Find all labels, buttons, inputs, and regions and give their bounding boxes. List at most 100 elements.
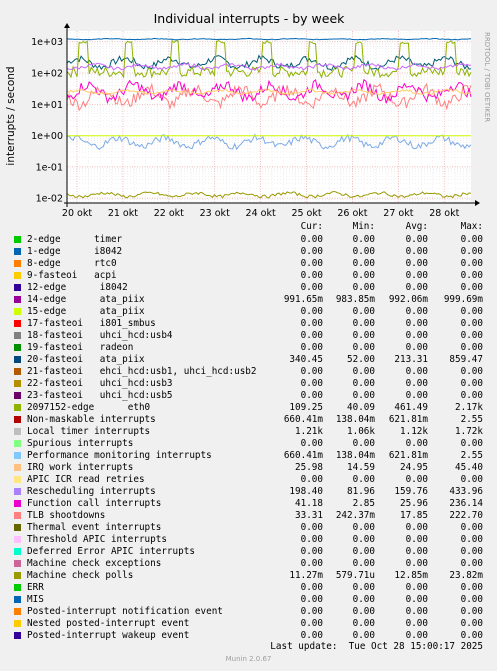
- interrupts-chart: Individual interrupts - by week interrup…: [5, 11, 491, 219]
- legend-cur-value: 109.25: [289, 402, 323, 413]
- legend-min-value: 0.00: [352, 378, 375, 389]
- series-line: [66, 88, 471, 96]
- legend-max-value: 23.82m: [449, 570, 483, 581]
- x-tick-label: 24 okt: [246, 208, 276, 219]
- legend-avg-value: 0.00: [405, 342, 428, 353]
- legend-cur-value: 660.41m: [283, 414, 323, 425]
- legend-max-value: 0.00: [460, 234, 483, 245]
- legend-row: 23-fasteoi uhci_hcd:usb5 0.00 0.00 0.00 0.00: [0, 390, 497, 402]
- header-avg: Avg:: [405, 221, 428, 232]
- header-cur: Cur:: [300, 221, 323, 232]
- legend-avg-value: 0.00: [405, 558, 428, 569]
- legend-swatch: [14, 236, 21, 243]
- legend-name: Threshold APIC interrupts: [27, 534, 167, 545]
- x-axis-arrow: [475, 200, 480, 206]
- y-tick-label: 1e+00: [31, 131, 63, 142]
- legend-max-value: 0.00: [460, 378, 483, 389]
- legend-min-value: 0.00: [352, 546, 375, 557]
- legend-name: Non-maskable interrupts: [27, 414, 156, 425]
- legend-max-value: 0.00: [460, 546, 483, 557]
- y-axis-label: interrupts / second: [5, 66, 17, 165]
- series-line: [66, 54, 472, 72]
- legend-name: 23-fasteoi uhci_hcd:usb5: [27, 390, 173, 401]
- legend-name: Nested posted-interrupt event: [27, 618, 190, 629]
- legend-cur-value: 0.00: [300, 270, 323, 281]
- legend-row: ERR 0.00 0.00 0.00 0.00: [0, 582, 497, 594]
- x-tick-label: 21 okt: [108, 208, 138, 219]
- legend-name: Local timer interrupts: [27, 426, 151, 437]
- legend-max-value: 433.96: [449, 486, 483, 497]
- legend-min-value: 2.85: [352, 498, 375, 509]
- legend-avg-value: 0.00: [405, 330, 428, 341]
- legend-swatch: [14, 356, 21, 363]
- legend-swatch: [14, 368, 21, 375]
- legend-row: 17-fasteoi i801_smbus 0.00 0.00 0.00 0.00: [0, 318, 497, 330]
- legend-avg-value: 24.95: [400, 462, 428, 473]
- legend-max-value: 859.47: [449, 354, 483, 365]
- legend-min-value: 0.00: [352, 318, 375, 329]
- legend-max-value: 0.00: [460, 318, 483, 329]
- legend-min-value: 40.09: [347, 402, 375, 413]
- legend-cur-value: 41.18: [295, 498, 323, 509]
- legend-cur-value: 991.65m: [283, 294, 323, 305]
- legend-row: Function call interrupts 41.18 2.85 25.96 23…: [0, 498, 497, 510]
- legend-swatch: [14, 512, 21, 519]
- legend-row: 15-edge ata_piix 0.00 0.00 0.00 0.00: [0, 306, 497, 318]
- legend-cur-value: 0.00: [300, 234, 323, 245]
- legend-swatch: [14, 344, 21, 351]
- legend-avg-value: 0.00: [405, 522, 428, 533]
- legend-name: Posted-interrupt notification event: [27, 606, 223, 617]
- legend-cur-value: 0.00: [300, 594, 323, 605]
- legend-cur-value: 0.00: [300, 378, 323, 389]
- legend-swatch: [14, 308, 21, 315]
- legend-row: IRQ work interrupts 25.98 14.59 24.95 45.40: [0, 462, 497, 474]
- chart-title: Individual interrupts - by week: [154, 11, 346, 26]
- legend-row: Spurious interrupts 0.00 0.00 0.00 0.00: [0, 438, 497, 450]
- legend-row: Non-maskable interrupts 660.41m 138.04m 621…: [0, 414, 497, 426]
- legend-max-value: 0.00: [460, 342, 483, 353]
- legend-cur-value: 0.00: [300, 342, 323, 353]
- legend-swatch: [14, 416, 21, 423]
- legend-max-value: 2.17k: [455, 402, 483, 413]
- legend-max-value: 0.00: [460, 522, 483, 533]
- legend-avg-value: 461.49: [394, 402, 428, 413]
- legend-swatch: [14, 392, 21, 399]
- y-tick-label: 1e+02: [31, 69, 63, 80]
- legend-cur-value: 0.00: [300, 390, 323, 401]
- legend-swatch: [14, 296, 21, 303]
- legend-row: APIC ICR read retries 0.00 0.00 0.00 0.00: [0, 474, 497, 486]
- legend-min-value: 0.00: [352, 246, 375, 257]
- legend-min-value: 0.00: [352, 438, 375, 449]
- legend-min-value: 0.00: [352, 630, 375, 641]
- legend-min-value: 983.85m: [335, 294, 375, 305]
- legend-max-value: 236.14: [449, 498, 483, 509]
- legend-row: Local timer interrupts 1.21k 1.06k 1.12k 1.7…: [0, 426, 497, 438]
- legend-name: 22-fasteoi uhci_hcd:usb3: [27, 378, 173, 389]
- legend-max-value: 0.00: [460, 606, 483, 617]
- legend-min-value: 579.71u: [335, 570, 375, 581]
- legend-name: 8-edge rtc0: [27, 258, 117, 269]
- y-tick-label: 1e-02: [36, 194, 63, 205]
- legend-avg-value: 0.00: [405, 582, 428, 593]
- legend-swatch: [14, 548, 21, 555]
- legend-swatch: [14, 404, 21, 411]
- legend-name: 18-fasteoi uhci_hcd:usb4: [27, 330, 173, 341]
- legend-avg-value: 0.00: [405, 378, 428, 389]
- legend-swatch: [14, 428, 21, 435]
- x-tick-label: 25 okt: [291, 208, 321, 219]
- legend-max-value: 0.00: [460, 282, 483, 293]
- legend-cur-value: 0.00: [300, 606, 323, 617]
- legend-cur-value: 660.41m: [283, 450, 323, 461]
- legend-cur-value: 0.00: [300, 546, 323, 557]
- x-tick-label: 28 okt: [429, 208, 459, 219]
- legend-cur-value: 25.98: [295, 462, 323, 473]
- legend-min-value: 81.96: [347, 486, 375, 497]
- legend-swatch: [14, 320, 21, 327]
- legend-swatch: [14, 596, 21, 603]
- legend-avg-value: 0.00: [405, 258, 428, 269]
- series-line: [66, 39, 472, 79]
- y-tick-label: 1e+03: [31, 37, 63, 48]
- y-tick-label: 1e+01: [31, 100, 63, 111]
- legend-cur-value: 0.00: [300, 618, 323, 629]
- legend-swatch: [14, 248, 21, 255]
